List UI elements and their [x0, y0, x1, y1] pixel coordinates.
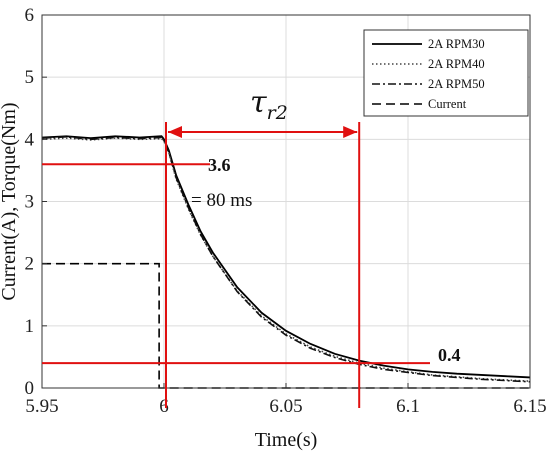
y-axis-label: Current(A), Torque(Nm): [0, 102, 20, 300]
plot-border: [41, 14, 531, 389]
tau-arrowhead-right: [343, 126, 358, 138]
x-tick-label: 6.15: [513, 396, 546, 417]
y-tick-label: 1: [25, 316, 35, 337]
tick-labels: 5.95 6 6.05 6.1 6.15 0 1 2 3 4 5 6: [25, 5, 547, 417]
lower-level-label: 0.4: [438, 345, 461, 365]
tau-arrowhead-left: [168, 126, 182, 138]
y-tick-label: 5: [25, 67, 35, 88]
legend-entry: 2A RPM40: [428, 57, 485, 71]
y-tick-label: 4: [25, 129, 35, 150]
legend-entry: 2A RPM30: [428, 37, 485, 51]
plot-frame: [41, 14, 531, 389]
y-tick-label: 2: [25, 254, 35, 275]
x-tick-label: 5.95: [25, 396, 58, 417]
series-line-2a-rpm30: [41, 135, 531, 379]
legend: 2A RPM30 2A RPM40 2A RPM50 Current: [363, 29, 529, 117]
upper-level-label: 3.6: [208, 155, 231, 175]
annotations: 3.6 0.4 = 80 ms τr2: [42, 85, 461, 408]
tau-label: τr2: [250, 85, 288, 124]
y-tick-label: 3: [25, 192, 35, 213]
y-tick-label: 6: [25, 5, 35, 26]
x-tick-label: 6: [159, 396, 169, 417]
x-tick-label: 6.05: [269, 396, 302, 417]
legend-entry: 2A RPM50: [428, 77, 485, 91]
x-axis-label: Time(s): [255, 429, 318, 451]
series-line-2a-rpm50: [41, 136, 531, 383]
x-tick-label: 6.1: [396, 396, 420, 417]
legend-entry: Current: [428, 97, 467, 111]
y-tick-label: 0: [25, 378, 35, 399]
tau-value-label: = 80 ms: [191, 190, 252, 211]
